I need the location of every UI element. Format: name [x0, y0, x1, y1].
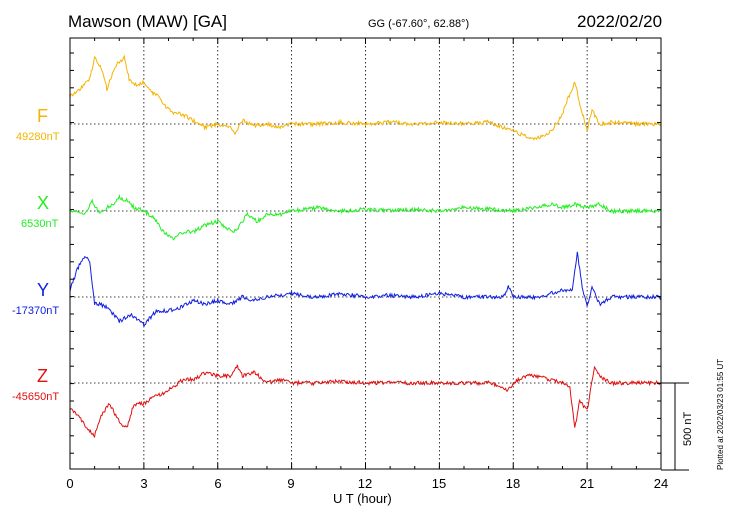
scale-bar	[661, 382, 689, 471]
chart-grid	[70, 38, 661, 469]
axis-ticks	[69, 38, 662, 469]
component-letter-y: Y	[37, 280, 50, 300]
date-title: 2022/02/20	[577, 12, 663, 31]
x-tick-label-0: 0	[66, 476, 74, 491]
station-coordinates: GG (-67.60°, 62.88°)	[368, 18, 470, 30]
component-baseline-z: -45650nT	[12, 391, 60, 403]
chart-series	[69, 54, 662, 439]
component-baseline-f: 49280nT	[16, 131, 60, 143]
x-tick-label-9: 9	[287, 476, 295, 491]
scale-bar-label: 500 nT	[682, 411, 694, 446]
component-letter-f: F	[37, 106, 48, 126]
x-tick-label-24: 24	[653, 476, 669, 491]
station-title: Mawson (MAW) [GA]	[68, 12, 227, 31]
plotted-timestamp: Plotted at 2022/03/23 01:55 UT	[716, 358, 725, 470]
series-line-x	[69, 193, 662, 241]
series-line-z	[69, 364, 662, 439]
x-tick-label-15: 15	[431, 476, 447, 491]
series-line-f	[69, 54, 662, 141]
series-line-y	[69, 251, 662, 328]
x-tick-label-18: 18	[505, 476, 521, 491]
component-letter-x: X	[37, 193, 50, 213]
x-tick-label-6: 6	[214, 476, 222, 491]
component-letter-z: Z	[37, 366, 48, 386]
x-axis-label: U T (hour)	[333, 491, 392, 506]
x-tick-label-21: 21	[579, 476, 595, 491]
x-tick-label-12: 12	[357, 476, 373, 491]
component-baseline-y: -17370nT	[12, 305, 60, 317]
component-baseline-x: 6530nT	[21, 218, 59, 230]
x-tick-label-3: 3	[140, 476, 148, 491]
